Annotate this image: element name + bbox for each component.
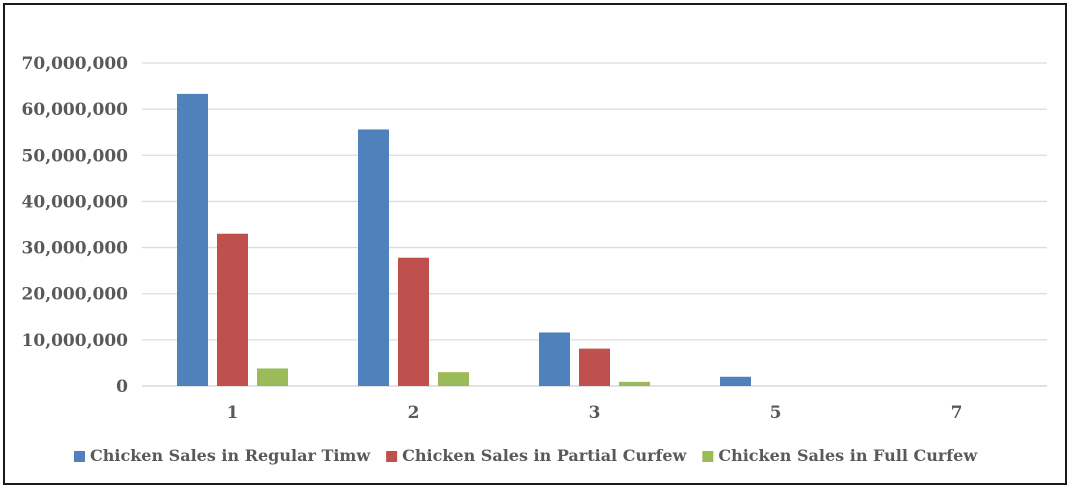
bar-partial-cat-1 [217,233,248,386]
y-tick-label: 20,000,000 [22,285,129,305]
bar-regular-cat-1 [177,93,208,386]
bar-full-cat-3 [619,381,650,386]
y-tick-label: 50,000,000 [22,146,129,166]
bar-regular-cat-5 [720,376,751,386]
y-tick-label: 40,000,000 [22,192,129,212]
y-tick-label: 60,000,000 [22,100,129,120]
bar-regular-cat-2 [358,129,389,386]
bar-partial-cat-3 [579,348,610,386]
x-axis: 1 2 3 5 7 [227,403,963,423]
y-tick-label: 30,000,000 [22,239,129,259]
y-axis: 0 10,000,000 20,000,000 30,000,000 40,000,00… [22,54,129,397]
x-tick-label: 7 [951,403,963,423]
x-tick-label: 3 [589,403,601,423]
bar-regular-cat-3 [539,332,570,386]
y-tick-label: 10,000,000 [22,331,129,351]
legend-label: Chicken Sales in Partial Curfew [402,446,687,465]
bar-full-cat-2 [438,372,469,386]
legend-swatch [386,451,398,462]
y-tick-label: 0 [116,377,128,397]
legend-swatch [74,451,85,462]
bar-partial-cat-2 [398,257,429,386]
bar-full-cat-1 [257,368,288,386]
bars [177,93,751,386]
legend: Chicken Sales in Regular Timw Chicken Sal… [74,446,978,465]
gridlines [142,62,1047,387]
x-tick-label: 2 [408,403,420,423]
legend-swatch [702,451,714,462]
legend-label: Chicken Sales in Regular Timw [90,446,371,465]
x-tick-label: 5 [770,403,782,423]
y-tick-label: 70,000,000 [22,54,129,74]
x-tick-label: 1 [227,403,239,423]
legend-label: Chicken Sales in Full Curfew [718,446,978,465]
